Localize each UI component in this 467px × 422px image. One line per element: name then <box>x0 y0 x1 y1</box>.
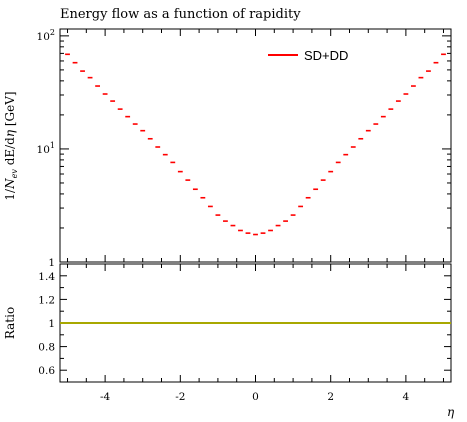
x-tick-label: 4 <box>403 391 410 403</box>
main-y-tick-label: 1 <box>48 257 55 269</box>
ratio-y-tick-label: 0.8 <box>38 342 55 354</box>
main-plot-frame <box>59 28 452 263</box>
main-plot-panel: 102 101 1 <box>37 28 452 269</box>
x-axis-label: η <box>447 405 455 419</box>
ratio-y-axis-label: Ratio <box>3 307 17 339</box>
ratio-y-tick-label: 1.4 <box>38 271 55 283</box>
x-tick-label: -4 <box>100 391 111 403</box>
x-tick-label: 0 <box>252 391 259 403</box>
x-tick-label: -2 <box>175 391 185 403</box>
y-axis-label: 1/Nev dE/dη [GeV] <box>3 91 19 200</box>
chart-title: Energy flow as a function of rapidity <box>60 7 301 22</box>
x-tick-label: 2 <box>327 391 334 403</box>
main-y-tick-label: 101 <box>37 141 55 156</box>
ratio-plot-panel: 0.6 0.8 1 1.2 1.4 <box>38 263 452 383</box>
ratio-y-tick-label: 1 <box>48 318 55 330</box>
main-y-tick-label: 102 <box>37 28 55 43</box>
legend-label-sd-dd: SD+DD <box>304 48 348 63</box>
ratio-y-tick-label: 1.2 <box>38 294 55 306</box>
main-axis-ticks <box>60 29 451 263</box>
ratio-axis-ticks <box>60 263 451 382</box>
x-tick-labels: -4 -2 0 2 4 <box>100 391 410 403</box>
legend: SD+DD <box>268 48 348 63</box>
ratio-y-tick-label: 0.6 <box>38 365 55 377</box>
series-sd-dd-marks <box>65 53 446 236</box>
main-y-tick-labels: 102 101 1 <box>37 28 55 269</box>
ratio-y-tick-labels: 0.6 0.8 1 1.2 1.4 <box>38 271 55 377</box>
